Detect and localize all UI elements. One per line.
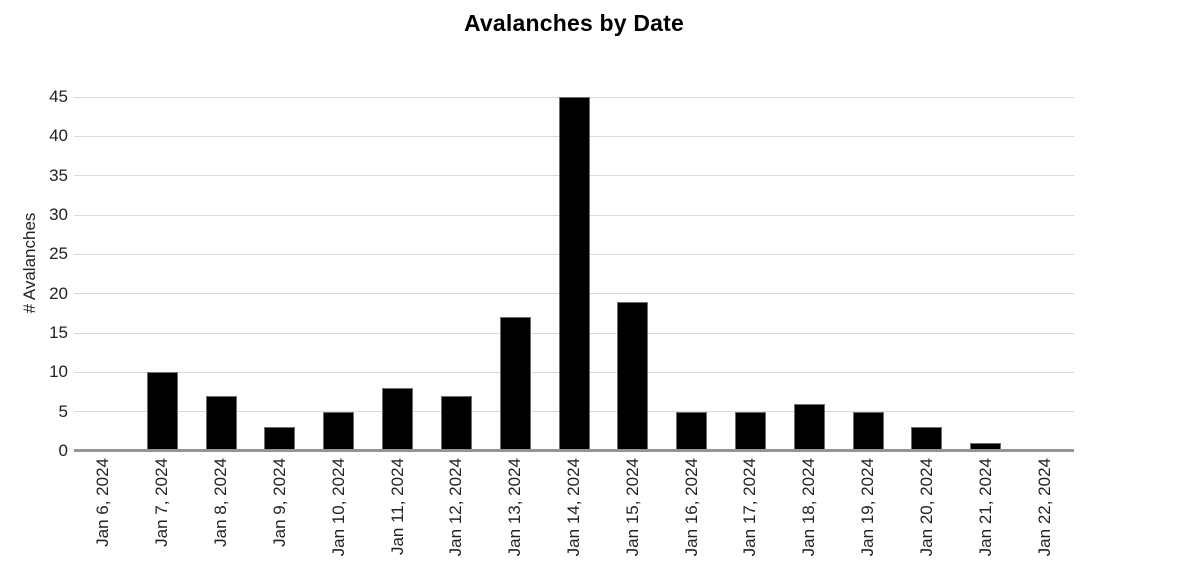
x-tick-label-jan-18-2024: Jan 18, 2024 xyxy=(799,458,819,557)
x-tick-label-jan-15-2024: Jan 15, 2024 xyxy=(622,458,642,557)
x-tick-label-jan-17-2024: Jan 17, 2024 xyxy=(740,458,760,557)
y-tick-label-0: 0 xyxy=(58,441,68,460)
y-tick-label-20: 20 xyxy=(49,283,68,303)
y-tick-label-10: 10 xyxy=(49,362,68,382)
x-tick-label-jan-10-2024: Jan 10, 2024 xyxy=(328,458,348,557)
bar-jan-15-2024[interactable] xyxy=(617,301,649,451)
bar-jan-19-2024[interactable] xyxy=(852,411,884,451)
x-tick-label-jan-12-2024: Jan 12, 2024 xyxy=(446,458,466,557)
y-tick-label-35: 35 xyxy=(49,165,68,185)
plot-area xyxy=(74,96,1074,452)
x-tick-label-jan-19-2024: Jan 19, 2024 xyxy=(858,458,878,557)
y-tick-label-5: 5 xyxy=(58,401,68,421)
bar-jan-12-2024[interactable] xyxy=(440,395,472,451)
x-tick-label-jan-9-2024: Jan 9, 2024 xyxy=(269,458,289,547)
bar-jan-10-2024[interactable] xyxy=(323,411,355,451)
y-tick-label-30: 30 xyxy=(49,205,68,224)
bar-jan-9-2024[interactable] xyxy=(264,427,296,451)
x-tick-label-jan-11-2024: Jan 11, 2024 xyxy=(387,458,407,556)
bar-jan-18-2024[interactable] xyxy=(793,403,825,451)
x-tick-label-jan-22-2024: Jan 22, 2024 xyxy=(1034,458,1054,557)
y-tick-label-45: 45 xyxy=(49,87,68,106)
y-tick-label-40: 40 xyxy=(49,126,68,146)
bar-jan-20-2024[interactable] xyxy=(911,427,943,451)
bar-jan-11-2024[interactable] xyxy=(382,388,414,451)
x-tick-label-jan-21-2024: Jan 21, 2024 xyxy=(975,458,995,557)
chart-title: Avalanches by Date xyxy=(463,10,685,36)
x-tick-label-jan-8-2024: Jan 8, 2024 xyxy=(211,458,231,547)
y-tick-label-15: 15 xyxy=(49,323,68,342)
x-tick-label-jan-16-2024: Jan 16, 2024 xyxy=(681,458,701,557)
bar-jan-7-2024[interactable] xyxy=(146,372,178,451)
bar-jan-14-2024[interactable] xyxy=(558,97,590,451)
x-tick-label-jan-13-2024: Jan 13, 2024 xyxy=(505,458,525,557)
y-tick-label-25: 25 xyxy=(49,244,68,264)
bar-jan-8-2024[interactable] xyxy=(205,395,237,451)
x-tick-label-jan-7-2024: Jan 7, 2024 xyxy=(152,458,172,547)
x-tick-label-jan-20-2024: Jan 20, 2024 xyxy=(916,458,936,557)
x-tick-label-jan-14-2024: Jan 14, 2024 xyxy=(564,458,583,557)
x-axis-baseline xyxy=(74,449,1074,452)
bar-jan-13-2024[interactable] xyxy=(499,317,531,451)
x-tick-label-jan-6-2024: Jan 6, 2024 xyxy=(93,458,113,547)
bar-jan-17-2024[interactable] xyxy=(734,411,766,451)
bar-jan-16-2024[interactable] xyxy=(676,411,708,451)
